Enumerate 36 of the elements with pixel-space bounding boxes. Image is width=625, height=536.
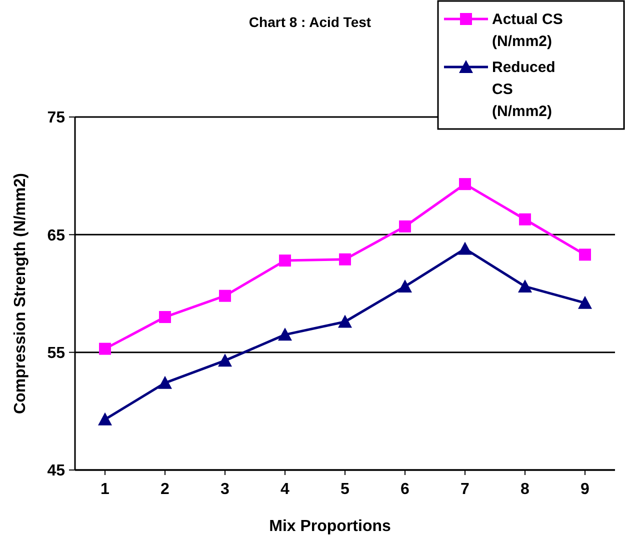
point <box>338 314 352 328</box>
point <box>579 248 591 261</box>
point <box>458 242 472 255</box>
point <box>278 328 292 341</box>
point <box>279 254 291 267</box>
x-tick-label: 5 <box>340 481 350 498</box>
y-axis-title: Compression Strength (N/mm2) <box>12 173 29 414</box>
point <box>518 279 532 292</box>
point <box>399 220 411 232</box>
x-tick-label: 8 <box>520 481 530 498</box>
point <box>519 213 531 226</box>
point <box>398 279 412 292</box>
point <box>459 178 471 190</box>
x-tick-label: 3 <box>220 481 230 498</box>
x-tick-label: 9 <box>580 481 590 498</box>
point <box>218 354 232 367</box>
point <box>339 253 351 266</box>
y-tick-label: 65 <box>47 227 66 244</box>
legend-label: Reduced CS (N/mm2) <box>492 59 556 120</box>
x-tick-label: 6 <box>400 481 410 498</box>
x-axis-title: Mix Proportions <box>269 518 391 535</box>
point <box>219 290 231 302</box>
x-tick-label: 1 <box>100 481 110 498</box>
point <box>99 342 111 355</box>
x-tick-label: 2 <box>160 481 170 498</box>
y-tick-label: 55 <box>47 344 66 362</box>
point <box>98 412 112 426</box>
y-tick-label: 75 <box>47 110 66 127</box>
chart-title: Chart 8 : Acid Test <box>248 14 372 30</box>
x-tick-label: 7 <box>460 481 470 498</box>
y-tick-label: 45 <box>47 462 66 480</box>
x-tick-label: 4 <box>280 481 290 498</box>
point <box>159 311 171 324</box>
legend-label: Actual CS (N/mm2) <box>492 11 563 50</box>
point <box>158 376 172 389</box>
point <box>578 296 592 309</box>
